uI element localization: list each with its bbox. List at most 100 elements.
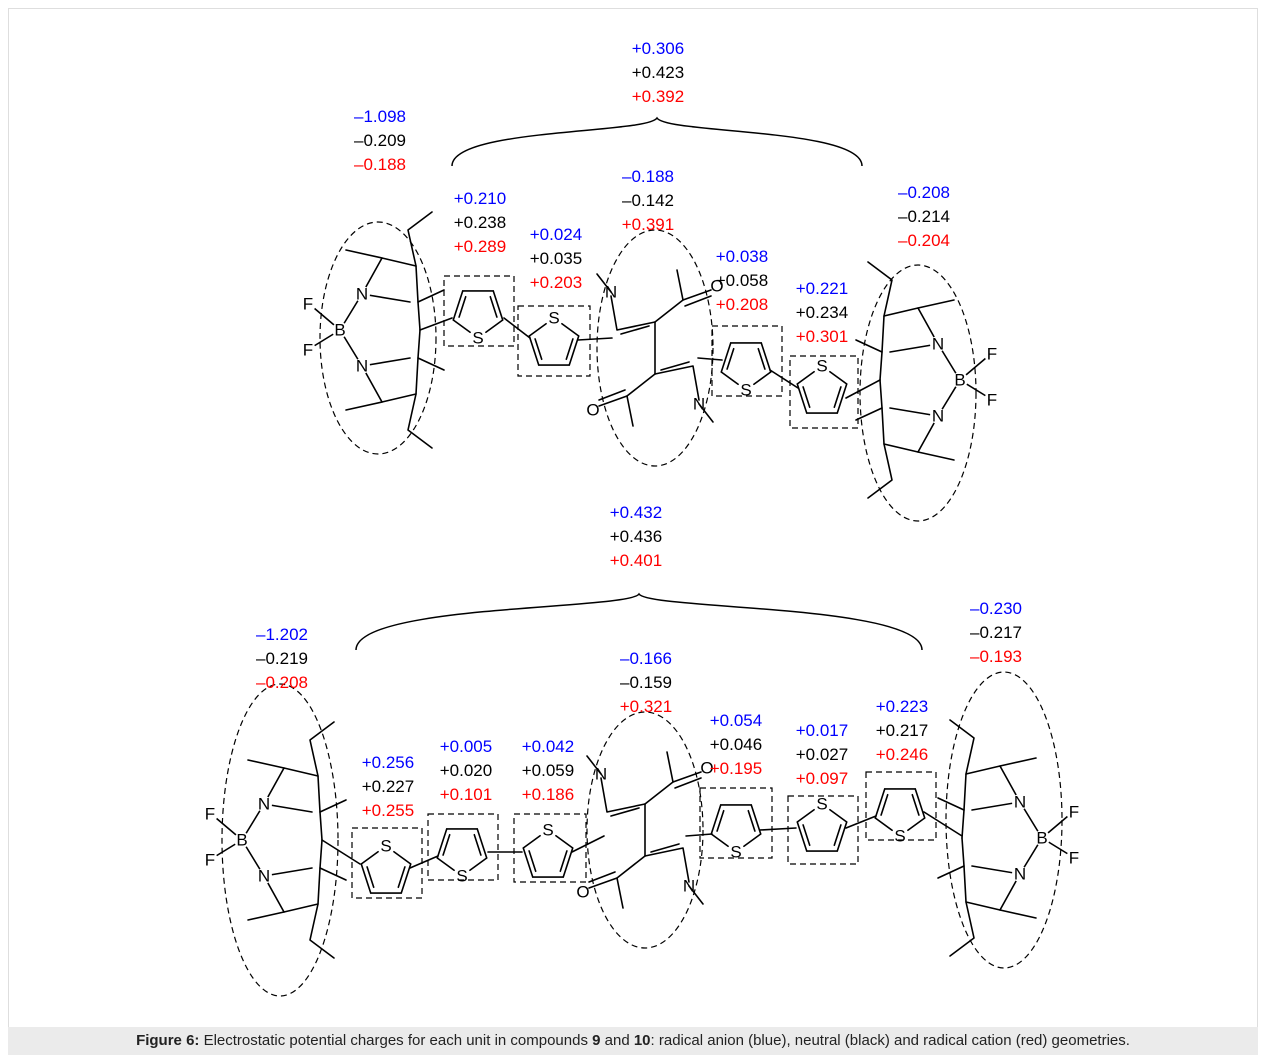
ring-bond [907,817,926,832]
charge-value: +0.391 [622,215,674,234]
atom-background [1012,866,1028,882]
carbonyl-bond [672,771,702,783]
link-bond [697,357,723,361]
compound10-dpp-ellipse [586,711,704,949]
charge-value: +0.234 [796,303,848,322]
ring-bond [522,834,541,849]
ring-bond [760,342,772,373]
bond [610,295,656,331]
compound10-thiophene-4-charges: +0.054 +0.046 +0.195 [710,711,762,778]
boron-atom: B [236,831,247,850]
atom-background [234,832,250,848]
carbonyl-bond [682,289,712,301]
ring-bond [743,833,762,848]
ethyl-bond [867,443,893,499]
bond [600,777,646,813]
sulfur-atom: S [730,843,741,862]
atom-background [332,322,348,338]
bond [610,807,640,817]
compound10-bodipy-right: N NB F F [937,719,1082,957]
compound9-bodipy-right-ellipse [859,264,977,522]
charge-value: +0.289 [454,237,506,256]
charge-value: +0.255 [362,801,414,820]
bond [620,325,650,335]
compound10-thiophene-3-charges: +0.042 +0.059 +0.186 [522,737,574,804]
charge-value: +0.392 [632,87,684,106]
bond [626,373,656,427]
pyrrole-ring [361,329,421,403]
charge-value: +0.035 [530,249,582,268]
fluorine-atom: F [987,345,997,364]
pyrrole-ring [961,765,1021,839]
methyl-bond [688,885,704,905]
fluorine-atom: F [1069,803,1079,822]
ring-double-bond [747,809,756,832]
charge-value: +0.186 [522,785,574,804]
carbonyl-bond [588,871,616,883]
compound9-bodipy-left-ellipse [319,221,437,455]
bond [644,847,690,883]
bond [654,365,700,401]
compound10-bodipy-left-charges: –1.202 –0.219 –0.208 [256,625,308,692]
charge-value: +0.210 [454,189,506,208]
compound10-bodipy-right-charges: –0.230 –0.217 –0.193 [970,599,1022,666]
pyrrole-ring [879,307,939,381]
ethyl-bond [309,903,335,959]
atom-background [1066,804,1082,820]
charge-value: +0.321 [620,697,672,716]
ethyl-bond [867,261,893,317]
nitrogen-atom: N [258,795,270,814]
charge-value: +0.195 [710,759,762,778]
ring-bond [753,371,772,386]
atom-background [930,336,946,352]
oxygen-atom: O [576,883,589,902]
sulfur-atom: S [816,357,827,376]
link-bond [409,855,439,869]
pyrrole-ring [879,379,939,453]
ring-bond [360,863,372,894]
link-bond [321,839,361,865]
charge-value: –0.217 [970,623,1022,642]
ring-bond [528,335,540,366]
sulfur-atom: S [456,867,467,886]
methyl-bond [937,865,965,879]
link-bond [685,833,713,837]
ring-bond [796,370,815,385]
ring-bond [561,322,580,337]
fluorine-atom: F [1069,849,1079,868]
compound10-thiophene-5-charges: +0.017 +0.027 +0.097 [796,721,848,788]
link-bond [503,317,531,339]
charge-value: +0.246 [876,745,928,764]
methyl-bond [345,249,383,259]
fluorine-atom: F [205,805,215,824]
ring-double-bond [458,295,467,318]
compound9-thiophene-2: S [528,309,580,366]
ring-bond [476,828,488,859]
nitrogen-atom: N [595,765,607,784]
compound9-bodipy-left-charges: –1.098 –0.209 –0.188 [354,107,406,174]
compound9-thiophene-1: S [452,290,504,348]
atom-background [354,358,370,374]
compound10-thiophene-2-charges: +0.005 +0.020 +0.101 [440,737,492,804]
atom-background [300,342,316,358]
ring-bond [555,834,574,849]
bond [361,293,411,303]
charge-value: –1.098 [354,107,406,126]
fluorine-atom: F [303,341,313,360]
ring-double-bond [397,866,406,889]
ring-double-bond [534,338,543,361]
ethyl-bond [949,901,975,957]
boron-atom: B [334,321,345,340]
charge-value: +0.221 [796,279,848,298]
compound10-bodipy-left-ellipse [221,683,339,997]
ring-double-bond [833,386,842,409]
compound10-thiophene-1-charges: +0.256 +0.227 +0.255 [362,753,414,820]
methyl-bond [319,867,347,881]
fluorine-atom: F [205,851,215,870]
ring-bond [469,857,488,872]
compound10-thiophene-6-charges: +0.223 +0.217 +0.246 [876,697,928,764]
link-bond [759,827,797,831]
charge-value: +0.203 [530,273,582,292]
sulfur-atom: S [548,309,559,328]
methyl-bond [247,759,285,769]
